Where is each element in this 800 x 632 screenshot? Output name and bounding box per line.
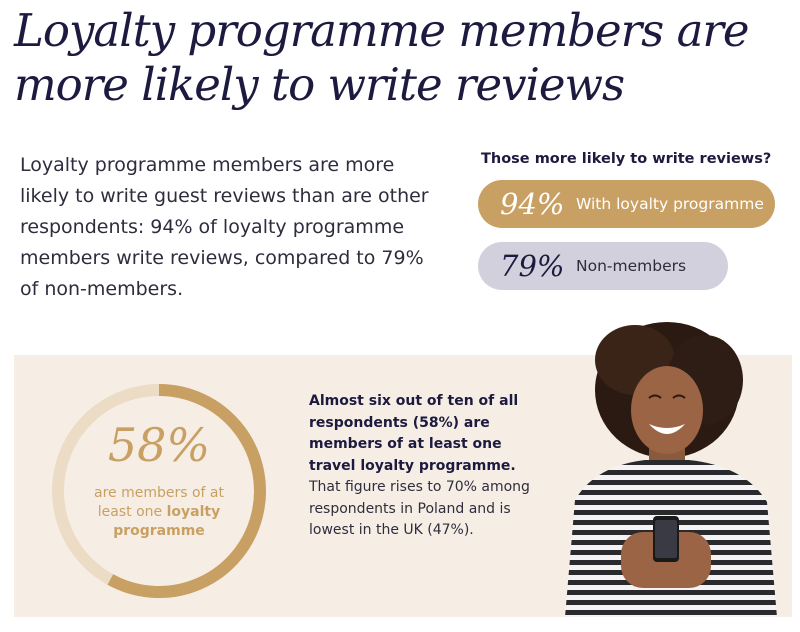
donut-caption: are members of at least one loyalty prog…: [78, 484, 240, 541]
bar-loyalty-members: 94% With loyalty programme: [478, 180, 776, 228]
donut-caption-bold: loyalty programme: [113, 504, 221, 539]
bar-category-label: Non-members: [576, 257, 687, 275]
membership-donut-chart: [52, 384, 266, 598]
membership-fact: Almost six out of ten of all respondents…: [309, 391, 549, 542]
intro-paragraph: Loyalty programme members are more likel…: [20, 154, 429, 300]
donut-slice-members: [107, 384, 266, 598]
comparison-heading: Those more likely to write reviews?: [481, 151, 772, 167]
smiling-woman-photo: [565, 322, 777, 617]
fact-bold-text: Almost six out of ten of all respondents…: [309, 393, 519, 474]
fact-text: That figure rises to 70% among responden…: [309, 479, 530, 538]
donut-value-label: 58%: [107, 418, 211, 472]
bar-non-members: 79% Non-members: [478, 242, 728, 290]
page-title: Loyalty programme members are more likel…: [14, 4, 750, 111]
donut-caption-text: are members of at least one: [94, 485, 224, 520]
bar-category-label: With loyalty programme: [576, 195, 764, 213]
bar-value-label: 94%: [500, 187, 565, 221]
bar-value-label: 79%: [500, 249, 565, 283]
donut-center-label: 58% are members of at least one loyalty …: [48, 380, 270, 602]
